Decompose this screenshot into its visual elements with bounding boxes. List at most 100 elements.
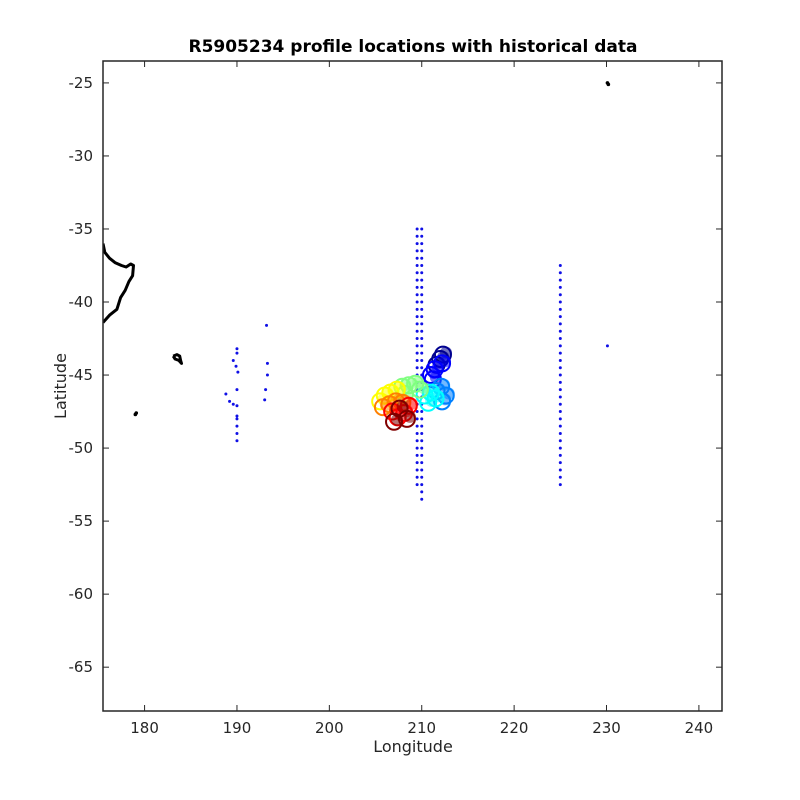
y-tick-label: -50 bbox=[69, 439, 94, 457]
y-tick-label: -60 bbox=[69, 585, 94, 603]
historical-point bbox=[420, 300, 424, 304]
y-tick-label: -40 bbox=[69, 293, 94, 311]
historical-point bbox=[420, 249, 424, 253]
historical-point bbox=[558, 424, 562, 428]
historical-point bbox=[415, 358, 419, 362]
historical-point bbox=[420, 358, 424, 362]
historical-point bbox=[558, 337, 562, 341]
historical-point bbox=[558, 395, 562, 399]
historical-point bbox=[558, 410, 562, 414]
historical-point bbox=[415, 453, 419, 457]
y-tick-label: -35 bbox=[69, 220, 94, 238]
historical-point bbox=[264, 388, 268, 392]
historical-point bbox=[415, 439, 419, 443]
historical-point bbox=[235, 424, 239, 428]
historical-point bbox=[558, 300, 562, 304]
coastline-1 bbox=[171, 353, 183, 365]
historical-point bbox=[415, 483, 419, 487]
x-axis-label: Longitude bbox=[373, 737, 453, 756]
historical-point bbox=[558, 271, 562, 275]
x-tick-label: 240 bbox=[685, 719, 714, 737]
historical-point bbox=[420, 424, 424, 428]
historical-point bbox=[420, 475, 424, 479]
x-tick-label: 210 bbox=[407, 719, 436, 737]
historical-point bbox=[558, 315, 562, 319]
historical-point bbox=[420, 263, 424, 267]
historical-point bbox=[236, 370, 240, 374]
historical-point bbox=[558, 278, 562, 282]
historical-point bbox=[415, 263, 419, 267]
historical-point bbox=[415, 322, 419, 326]
historical-point bbox=[415, 249, 419, 253]
historical-point bbox=[235, 414, 239, 418]
historical-point bbox=[420, 242, 424, 246]
historical-point bbox=[415, 242, 419, 246]
historical-point bbox=[420, 431, 424, 435]
historical-point bbox=[420, 439, 424, 443]
historical-point bbox=[558, 344, 562, 348]
historical-point bbox=[265, 323, 269, 327]
historical-point bbox=[558, 439, 562, 443]
x-tick-label: 190 bbox=[223, 719, 252, 737]
historical-point bbox=[420, 227, 424, 231]
historical-point bbox=[420, 329, 424, 333]
float-profile-point bbox=[385, 412, 404, 431]
historical-point bbox=[415, 315, 419, 319]
y-tick-label: -55 bbox=[69, 512, 94, 530]
historical-point bbox=[558, 307, 562, 311]
historical-point bbox=[415, 344, 419, 348]
historical-point bbox=[415, 351, 419, 355]
historical-point bbox=[415, 461, 419, 465]
coast-point bbox=[133, 412, 138, 417]
historical-point bbox=[415, 417, 419, 421]
historical-point bbox=[420, 366, 424, 370]
historical-point bbox=[415, 271, 419, 275]
historical-point bbox=[231, 402, 235, 406]
historical-point bbox=[415, 475, 419, 479]
historical-point bbox=[420, 256, 424, 260]
x-tick-label: 230 bbox=[592, 719, 621, 737]
y-tick-label: -65 bbox=[69, 658, 94, 676]
historical-point bbox=[415, 424, 419, 428]
historical-point bbox=[558, 329, 562, 333]
historical-point bbox=[420, 234, 424, 238]
historical-point bbox=[558, 468, 562, 472]
chart-title: R5905234 profile locations with historic… bbox=[188, 37, 637, 57]
x-tick-label: 180 bbox=[130, 719, 159, 737]
x-tick-label: 200 bbox=[315, 719, 344, 737]
historical-point bbox=[558, 358, 562, 362]
historical-point bbox=[415, 307, 419, 311]
historical-point bbox=[231, 358, 235, 362]
historical-point bbox=[415, 468, 419, 472]
historical-point bbox=[235, 351, 239, 355]
historical-point bbox=[420, 497, 424, 501]
historical-point bbox=[558, 351, 562, 355]
historical-point bbox=[234, 364, 238, 368]
historical-point bbox=[420, 293, 424, 297]
y-tick-label: -30 bbox=[69, 147, 94, 165]
historical-point bbox=[415, 256, 419, 260]
historical-point bbox=[420, 410, 424, 414]
historical-point bbox=[265, 373, 269, 377]
ticks-layer: 180 190 200 210 220 230 240 -25 -30 -35 -40 -45 -50 -… bbox=[69, 61, 722, 737]
historical-point bbox=[265, 361, 269, 365]
historical-point bbox=[420, 285, 424, 289]
historical-point bbox=[224, 392, 228, 396]
historical-point bbox=[415, 446, 419, 450]
historical-point bbox=[235, 404, 239, 408]
historical-point bbox=[558, 431, 562, 435]
historical-point bbox=[558, 285, 562, 289]
historical-point bbox=[420, 351, 424, 355]
historical-point bbox=[415, 300, 419, 304]
x-tick-label: 220 bbox=[500, 719, 529, 737]
historical-point bbox=[605, 344, 609, 348]
historical-point bbox=[558, 483, 562, 487]
historical-point bbox=[558, 446, 562, 450]
y-axis-label: Latitude bbox=[51, 353, 70, 419]
historical-point bbox=[235, 417, 239, 421]
historical-point bbox=[558, 373, 562, 377]
historical-point bbox=[415, 293, 419, 297]
historical-point bbox=[228, 399, 232, 403]
historical-point bbox=[415, 234, 419, 238]
